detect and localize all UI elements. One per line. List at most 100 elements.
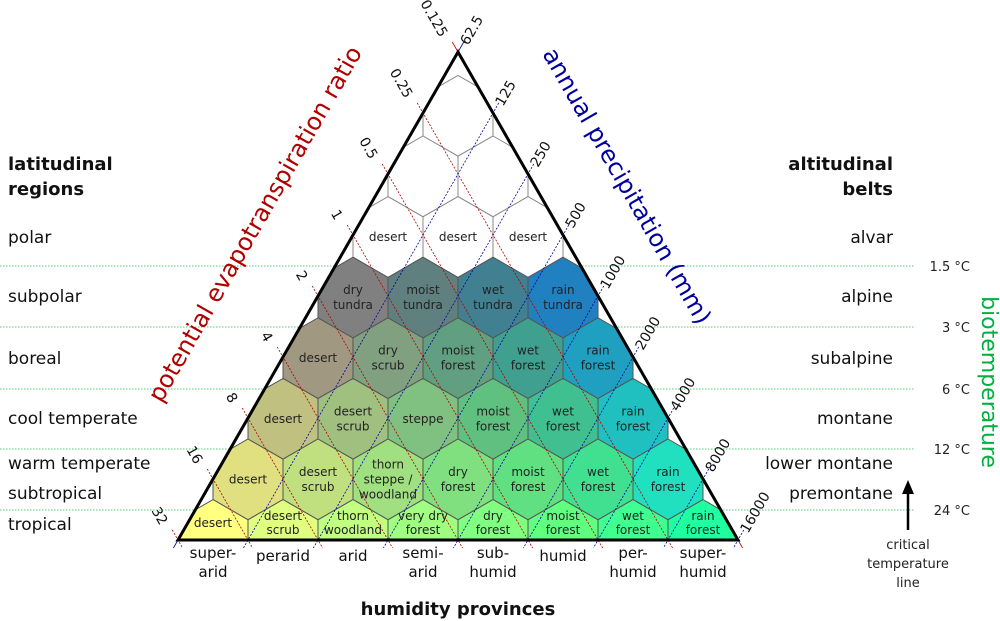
life-zone-label: forest — [546, 419, 581, 433]
humidity-province: sub- — [477, 544, 509, 562]
life-zone-label: scrub — [371, 359, 404, 373]
humidity-province: per- — [618, 544, 647, 562]
precip-tick-label: 1000 — [598, 253, 630, 292]
life-zone-label: rain — [586, 344, 609, 358]
life-zone-label: very dry — [398, 509, 448, 523]
latitudinal-region: boreal — [8, 349, 61, 369]
temperature-tick: 3 °C — [942, 321, 970, 336]
precip-guide-line — [453, 285, 605, 549]
life-zone-label: tundra — [473, 298, 513, 312]
life-zone-label: forest — [616, 523, 651, 537]
life-zone-label: rain — [621, 404, 644, 418]
pet-tick-label: 0.25 — [386, 66, 415, 101]
precip-guide-line — [313, 163, 535, 549]
arrow-up-icon — [902, 480, 914, 494]
critical-temperature-label: temperature — [867, 557, 949, 572]
life-zone-label: moist — [476, 404, 510, 418]
pet-tick-label: 0.5 — [355, 135, 380, 162]
pet-tick-label: 8 — [222, 390, 240, 406]
precip-tick-label: 2000 — [633, 314, 665, 353]
life-zone-label: forest — [581, 480, 616, 494]
latitudinal-header: latitudinal — [8, 154, 113, 175]
humidity-province: semi- — [402, 544, 443, 562]
life-zone-label: rain — [551, 283, 574, 297]
precip-tick-label: 62.5 — [458, 13, 487, 48]
pet-tick-label: 32 — [148, 505, 171, 528]
triangle-outline — [175, 48, 741, 542]
humidity-title: humidity provinces — [361, 599, 556, 620]
precip-tick-label: 16000 — [738, 489, 774, 536]
life-zone-label: desert — [334, 404, 373, 418]
humidity-province: super- — [680, 544, 727, 562]
altitudinal-belt: alvar — [850, 228, 893, 248]
life-zone-label: desert — [229, 472, 268, 486]
humidity-province: super- — [190, 544, 237, 562]
precip-guide-line — [383, 224, 570, 549]
latitudinal-region: tropical — [8, 515, 72, 535]
critical-temperature-label: line — [896, 576, 919, 591]
altitudinal-header: altitudinal — [788, 154, 893, 175]
pet-tick-label: 0.125 — [416, 0, 450, 40]
altitudinal-belt: premontane — [789, 484, 893, 504]
life-zone-label: wet — [482, 283, 504, 297]
life-zone-label: woodland — [359, 487, 417, 501]
life-zone-label: forest — [476, 419, 511, 433]
life-zone-label: forest — [546, 523, 581, 537]
pet-guide-line — [311, 285, 463, 549]
life-zone-label: wet — [587, 465, 609, 479]
life-zone-label: dry — [448, 465, 468, 479]
life-zone-label: forest — [511, 480, 546, 494]
life-zone-label: scrub — [336, 419, 369, 433]
life-zone-label: moist — [441, 344, 475, 358]
life-zone-label: moist — [511, 465, 545, 479]
life-zone-label: forest — [581, 359, 616, 373]
life-zone-hexagon — [667, 499, 738, 540]
life-zone-hexagons: desert desert desertdrytundramoisttundrawe… — [178, 74, 738, 540]
latitudinal-region: polar — [8, 228, 51, 248]
life-zone-label: desert — [264, 509, 303, 523]
life-zone-label: wet — [552, 404, 574, 418]
pet-guide-line — [381, 163, 603, 549]
precip-tick-label: 4000 — [668, 375, 700, 414]
life-zone-label: dry — [378, 344, 398, 358]
precip-guide-line — [243, 102, 500, 549]
humidity-province: humid — [679, 563, 726, 581]
pet-guide-line — [241, 407, 323, 549]
life-zone-label: rain — [656, 465, 679, 479]
altitudinal-header: belts — [842, 179, 893, 200]
pet-tick-label: 16 — [183, 444, 206, 468]
temperature-tick: 1.5 °C — [930, 260, 970, 275]
biotemperature-title: biotemperature — [976, 296, 1000, 468]
life-zone-label: desert — [369, 230, 408, 244]
life-zone-label: desert — [439, 230, 478, 244]
pet-guide-line — [416, 102, 673, 549]
latitudinal-header: regions — [8, 179, 84, 200]
life-zone-label: forest — [686, 523, 721, 537]
altitudinal-belt: alpine — [841, 287, 893, 307]
life-zone-label: forest — [441, 480, 476, 494]
life-zone-label: scrub — [301, 480, 334, 494]
life-zone-label: dry — [483, 509, 503, 523]
altitudinal-belt: lower montane — [765, 454, 893, 474]
precip-tick-label: 8000 — [703, 436, 735, 475]
humidity-province: arid — [338, 547, 367, 565]
altitudinal-belt: subalpine — [811, 349, 893, 369]
life-zone-label: desert — [299, 351, 338, 365]
life-zone-label: tundra — [333, 298, 373, 312]
precip-tick-label: 500 — [563, 200, 590, 231]
latitudinal-region: cool temperate — [8, 409, 138, 429]
altitudinal-belt: montane — [817, 409, 893, 429]
life-zone-label: wet — [517, 344, 539, 358]
latitudinal-region: warm temperate — [8, 454, 150, 474]
humidity-province: humid — [469, 563, 516, 581]
pet-guide-line — [206, 468, 253, 549]
life-zone-label: forest — [651, 480, 686, 494]
life-zone-label: dry — [343, 283, 363, 297]
life-zone-label: desert — [264, 412, 303, 426]
life-zone-label: moist — [546, 509, 580, 523]
life-zone-label: thorn — [337, 509, 369, 523]
life-zone-label: desert — [299, 465, 338, 479]
pet-guide-line — [346, 224, 533, 549]
life-zone-label: rain — [691, 509, 714, 523]
